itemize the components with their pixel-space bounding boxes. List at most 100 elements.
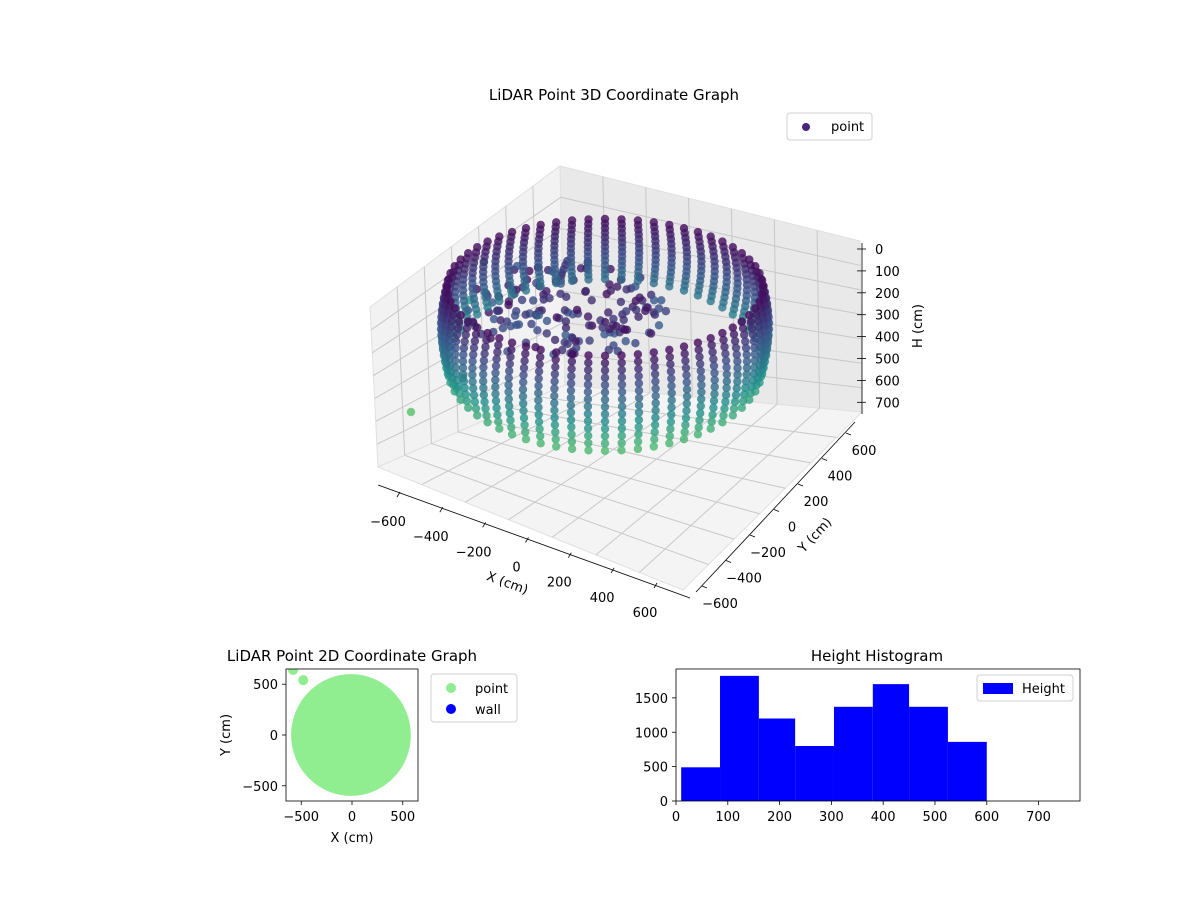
- point-3d: [666, 367, 676, 376]
- point-3d: [459, 370, 468, 379]
- point-3d: [617, 387, 627, 397]
- point-3d: [519, 378, 528, 387]
- point-3d: [550, 384, 559, 393]
- point-3d: [519, 406, 528, 415]
- point-3d: [471, 330, 481, 339]
- point-3d: [697, 387, 706, 397]
- point-3d: [696, 359, 705, 368]
- point-3d: [561, 323, 571, 332]
- y-tick-label-2d: −500: [242, 780, 278, 795]
- point-3d: [567, 430, 576, 439]
- point-3d: [665, 345, 674, 354]
- point-3d: [709, 396, 719, 405]
- point-3d: [491, 368, 500, 378]
- point-3d: [750, 363, 759, 372]
- point-3d: [572, 343, 581, 353]
- point-3d: [552, 279, 561, 288]
- point-3d: [741, 337, 750, 346]
- point-3d: [552, 348, 561, 357]
- point-3d: [654, 321, 664, 330]
- point-3d: [746, 317, 755, 326]
- legend-hist: Height: [976, 674, 1074, 702]
- point-3d: [634, 401, 644, 410]
- histogram-bar: [720, 675, 759, 801]
- point-3d: [572, 305, 582, 315]
- y-tick-label-2d: 0: [270, 729, 278, 744]
- x-axis-line: [377, 484, 691, 599]
- point-3d: [468, 357, 477, 366]
- point-3d: [682, 406, 691, 415]
- point-3d: [617, 373, 627, 382]
- point-3d: [651, 377, 660, 386]
- x-tick-label-hist: 200: [767, 810, 792, 825]
- point-3d: [451, 363, 460, 372]
- point-2d: [288, 669, 299, 676]
- point-3d: [491, 375, 500, 385]
- x-tick-label: 200: [547, 576, 572, 591]
- y-axis-label-3d: Y (cm): [795, 515, 835, 557]
- grid-line: [376, 353, 565, 445]
- point-3d: [598, 323, 607, 332]
- point-3d: [535, 360, 544, 369]
- point-3d: [505, 359, 514, 368]
- point-3d: [720, 404, 729, 413]
- point-3d: [710, 375, 719, 385]
- x-tick-label-2d: −500: [283, 810, 319, 825]
- point-3d: [451, 343, 460, 352]
- point-3d: [634, 364, 643, 373]
- z-tick-label: 500: [875, 353, 900, 368]
- point-3d: [583, 312, 593, 321]
- point-3d: [557, 268, 566, 278]
- point-3d: [721, 397, 730, 406]
- x-tick-label-hist: 700: [1026, 810, 1051, 825]
- histogram: Height Histogram 0 100 200 300 400 500 600 7000…: [635, 647, 1081, 825]
- y-tick-label: 600: [852, 444, 877, 459]
- grid-line: [423, 266, 432, 444]
- z-axis-label-3d: H (cm): [911, 304, 926, 348]
- point-3d: [550, 377, 559, 386]
- point-3d: [534, 396, 543, 405]
- point-3d: [584, 438, 593, 448]
- y-tick-mark: [749, 534, 756, 538]
- point-3d: [621, 337, 630, 346]
- y-axis-line: [695, 421, 856, 593]
- point-3d: [719, 335, 728, 345]
- point-3d: [521, 342, 531, 351]
- point-3d: [587, 296, 596, 305]
- point-3d: [708, 347, 717, 357]
- point-3d: [728, 310, 737, 319]
- x-tick-label: 400: [590, 591, 615, 606]
- point-3d: [730, 336, 740, 346]
- point-3d: [583, 416, 593, 426]
- point-3d: [753, 317, 763, 326]
- point-3d: [666, 360, 675, 369]
- point-3d: [567, 364, 576, 373]
- point-3d: [583, 380, 593, 389]
- point-3d: [741, 377, 751, 386]
- point-3d: [469, 343, 479, 352]
- point-3d: [741, 343, 751, 353]
- point-3d: [680, 427, 689, 437]
- point-3d: [667, 396, 676, 405]
- point-3d: [471, 404, 481, 413]
- point-3d: [473, 411, 482, 420]
- y-tick-label: 400: [828, 470, 853, 485]
- point-3d: [666, 417, 676, 426]
- x-axis-label-3d: X (cm): [484, 569, 530, 598]
- histogram-title: Height Histogram: [811, 647, 943, 665]
- point-3d: [707, 340, 716, 350]
- point-3d: [617, 275, 626, 284]
- point-3d: [458, 363, 468, 373]
- point-3d: [750, 343, 759, 352]
- grid-line: [639, 407, 820, 573]
- point-3d: [649, 279, 658, 288]
- point-3d: [479, 370, 488, 379]
- point-3d: [504, 380, 513, 390]
- point-3d: [740, 390, 749, 399]
- point-3d: [566, 415, 576, 424]
- y-tick-label-hist: 1500: [635, 692, 668, 707]
- point-3d: [560, 306, 570, 315]
- point-3d: [609, 314, 618, 324]
- point-3d: [710, 382, 719, 392]
- point-3d: [527, 319, 536, 329]
